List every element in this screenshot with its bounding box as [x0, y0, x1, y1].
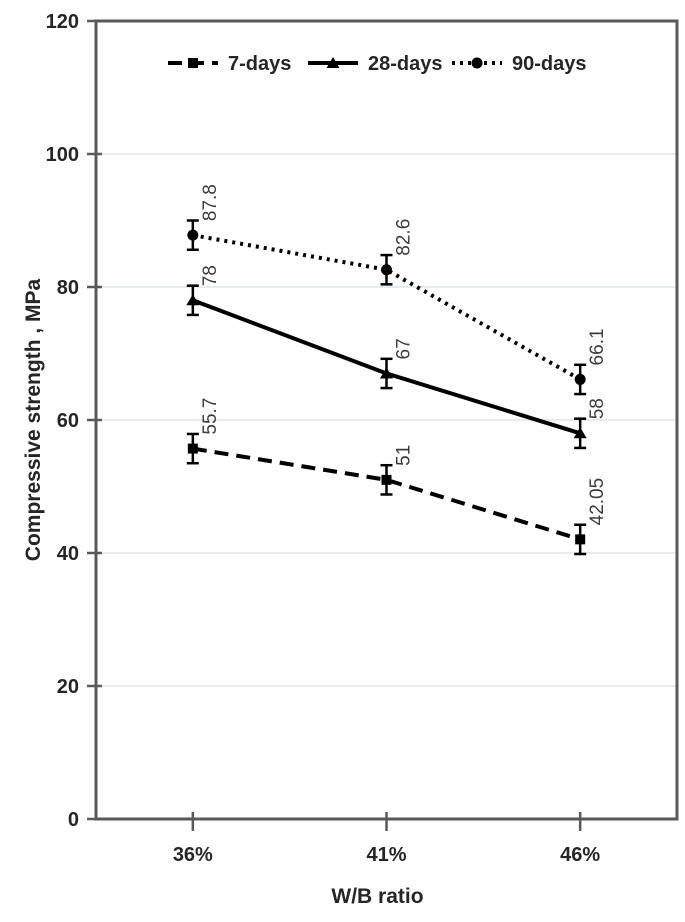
x-tick-label: 46%	[560, 844, 600, 866]
legend-marker-circle-icon	[471, 57, 483, 69]
y-tick-label: 80	[57, 277, 79, 299]
marker-90-days-36%	[187, 229, 199, 241]
series-90-days: 87.8 82.6 66.1	[186, 184, 608, 396]
y-tick-label: 40	[57, 543, 79, 565]
legend-label-28-days: 28-days	[368, 53, 443, 75]
legend-marker-square-icon	[188, 58, 198, 68]
data-label-7-days-36%: 55.7	[200, 398, 221, 435]
x-tick-label: 41%	[366, 844, 406, 866]
x-axis-title: W/B ratio	[331, 885, 423, 908]
data-label-90-days-41%: 82.6	[394, 219, 415, 256]
marker-7-days-36%	[187, 443, 198, 454]
x-tick-label: 36%	[173, 844, 213, 866]
y-tick-label: 100	[46, 144, 79, 166]
data-label-7-days-46%: 42.05	[587, 478, 608, 526]
y-tick-label: 60	[57, 410, 79, 432]
marker-90-days-46%	[574, 373, 586, 385]
series-line-7-days	[192, 446, 581, 542]
plot-border	[94, 19, 679, 821]
data-label-28-days-41%: 67	[394, 338, 415, 359]
data-label-90-days-36%: 87.8	[200, 184, 221, 221]
series-28-days: 78 67 58	[186, 265, 608, 450]
legend-label-90-days: 90-days	[512, 53, 587, 75]
legend-item-90-days: 90-days	[452, 53, 587, 75]
marker-28-days-46%	[573, 427, 587, 439]
legend-label-7-days: 7-days	[228, 53, 291, 75]
y-tick-label: 0	[68, 809, 79, 831]
y-tick-label: 120	[46, 11, 79, 33]
data-label-28-days-36%: 78	[200, 265, 221, 286]
marker-7-days-41%	[381, 474, 392, 485]
legend-item-7-days: 7-days	[168, 53, 291, 75]
series-line-90-days	[192, 233, 582, 382]
data-label-90-days-46%: 66.1	[587, 328, 608, 365]
series-7-days: 55.7 51 42.05	[186, 398, 608, 556]
marker-28-days-41%	[380, 367, 393, 379]
legend-marker-triangle-icon	[326, 57, 340, 68]
marker-90-days-41%	[381, 264, 392, 276]
marker-28-days-36%	[186, 294, 200, 306]
legend-item-28-days: 28-days	[308, 53, 443, 75]
data-label-28-days-46%: 58	[587, 398, 608, 419]
marker-7-days-46%	[575, 534, 586, 545]
y-tick-label: 20	[57, 676, 79, 698]
data-label-7-days-41%: 51	[394, 445, 415, 466]
y-axis-title: Compressive strength , MPa	[22, 278, 45, 561]
